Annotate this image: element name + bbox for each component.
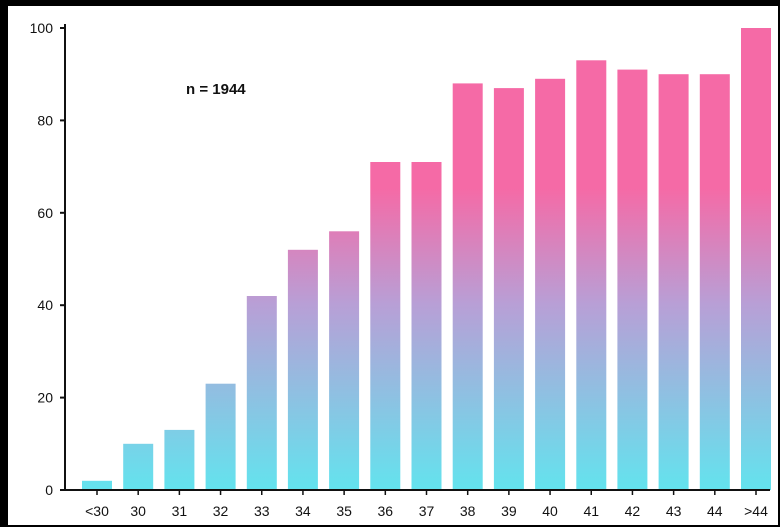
y-tick-label-0: 0 [45,482,53,498]
bar-9 [452,83,483,491]
bar-0 [82,480,112,490]
bar-13 [617,69,648,490]
bar-14 [658,74,689,490]
bar-chart: 0 20 40 60 80 100 <30 30 31 32 33 34 35 36 37 38 39 40 41 4… [30,20,771,519]
bar-7 [370,162,401,490]
bar-11 [535,78,566,491]
x-tick-label-2: 31 [172,503,188,519]
y-tick-label-3: 60 [37,205,53,221]
x-tick-label-3: 32 [213,503,229,519]
x-tick-label-10: 39 [501,503,517,519]
chart-frame: 0 20 40 60 80 100 <30 30 31 32 33 34 35 36 37 38 39 40 41 4… [8,6,778,525]
bar-8 [411,162,442,490]
bar-5 [287,249,318,490]
x-tick-label-11: 40 [542,503,558,519]
x-tick-label-7: 36 [378,503,394,519]
y-tick-label-4: 80 [37,112,53,128]
axes-group: 0 20 40 60 80 100 <30 30 31 32 33 34 35 36 37 38 39 40 41 4… [30,20,770,519]
x-tick-label-5: 34 [295,503,311,519]
bar-10 [493,88,524,490]
x-tick-label-14: 43 [666,503,682,519]
y-tick-label-2: 40 [37,297,53,313]
x-tick-label-12: 41 [583,503,599,519]
bar-1 [123,443,154,490]
x-tick-label-9: 38 [460,503,476,519]
x-tick-label-6: 35 [336,503,352,519]
y-tick-label-1: 20 [37,390,53,406]
bar-12 [576,60,607,491]
sample-size-annotation: n = 1944 [186,81,246,98]
x-tick-label-13: 42 [625,503,641,519]
bar-3 [205,383,236,490]
bar-2 [164,429,195,490]
bars-group [82,28,771,491]
bar-15 [699,74,730,490]
x-tick-label-1: 30 [130,503,146,519]
bar-4 [246,296,277,490]
y-tick-label-5: 100 [30,20,54,36]
x-tick-label-4: 33 [254,503,270,519]
x-tick-label-0: <30 [85,503,109,519]
x-tick-label-16: >44 [744,503,768,519]
bar-16 [741,28,771,490]
x-tick-label-8: 37 [419,503,435,519]
bar-6 [329,231,360,491]
x-tick-label-15: 44 [707,503,723,519]
